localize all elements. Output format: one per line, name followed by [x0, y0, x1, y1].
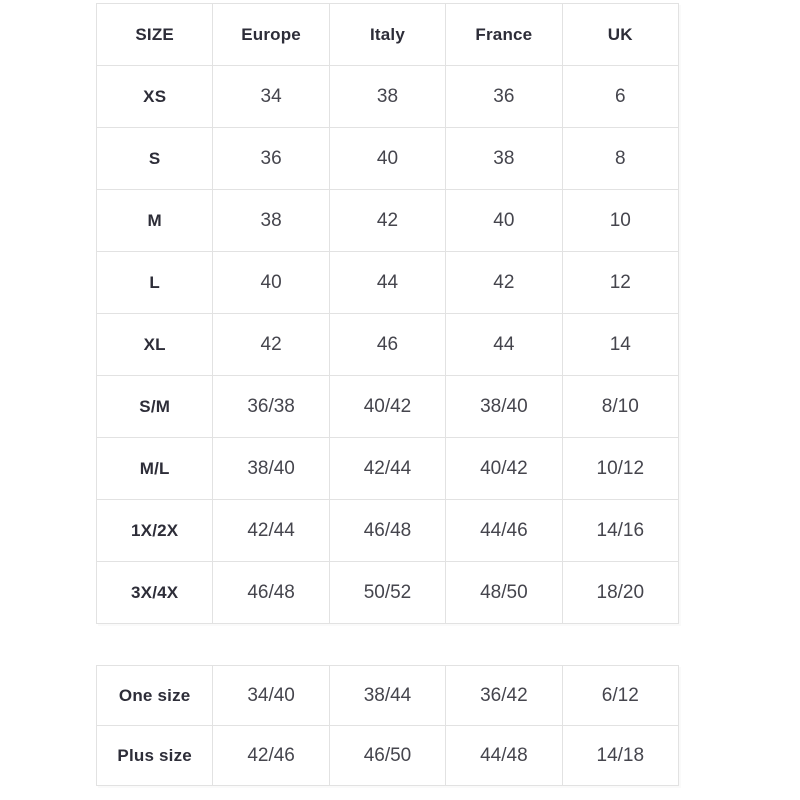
size-label-cell: S [95, 127, 214, 190]
special-size-value-cell: 44/48 [445, 725, 563, 786]
size-value-cell: 40 [445, 189, 563, 252]
special-size-value-cell: 42/46 [212, 725, 330, 786]
size-value-cell: 46/48 [212, 561, 330, 624]
size-label-cell: 1X/2X [95, 499, 214, 562]
column-header-italy: Italy [328, 3, 447, 66]
special-size-value-cell: 34/40 [212, 665, 330, 726]
size-value-cell: 14 [561, 313, 680, 376]
size-conversion-table: SIZE Europe Italy France UK XS 34 38 36 6 S 36 40 38… [95, 3, 680, 624]
size-row: L 40 44 42 12 [95, 251, 680, 314]
column-header-france: France [445, 3, 563, 66]
size-value-cell: 8/10 [561, 375, 680, 438]
size-value-cell: 40 [328, 127, 447, 190]
size-label-cell: M [95, 189, 214, 252]
size-value-cell: 42/44 [212, 499, 330, 562]
size-label-cell: S/M [95, 375, 214, 438]
size-row: S 36 40 38 8 [95, 127, 680, 190]
column-header-uk: UK [561, 3, 680, 66]
size-label-cell: L [95, 251, 214, 314]
header-row: SIZE Europe Italy France UK [95, 3, 680, 66]
size-value-cell: 44 [445, 313, 563, 376]
special-size-value-cell: 46/50 [328, 725, 447, 786]
special-size-value-cell: 36/42 [445, 665, 563, 726]
size-value-cell: 34 [212, 65, 330, 128]
size-value-cell: 38/40 [212, 437, 330, 500]
special-size-value-cell: 14/18 [561, 725, 680, 786]
size-value-cell: 46/48 [328, 499, 447, 562]
size-label-cell: 3X/4X [95, 561, 214, 624]
size-value-cell: 40/42 [328, 375, 447, 438]
size-value-cell: 48/50 [445, 561, 563, 624]
size-value-cell: 42 [445, 251, 563, 314]
special-sizes-table: One size 34/40 38/44 36/42 6/12 Plus size 42/4… [95, 665, 680, 786]
size-table-body: XS 34 38 36 6 S 36 40 38 8 M 38 42 40 10 L 40 44 42 12 XL 42 4… [95, 65, 680, 624]
size-value-cell: 38 [328, 65, 447, 128]
size-value-cell: 10 [561, 189, 680, 252]
size-table-header: SIZE Europe Italy France UK [95, 3, 680, 66]
size-row: 3X/4X 46/48 50/52 48/50 18/20 [95, 561, 680, 624]
size-label-cell: XL [95, 313, 214, 376]
size-row: M 38 42 40 10 [95, 189, 680, 252]
size-value-cell: 14/16 [561, 499, 680, 562]
size-row: S/M 36/38 40/42 38/40 8/10 [95, 375, 680, 438]
size-value-cell: 46 [328, 313, 447, 376]
size-row: XS 34 38 36 6 [95, 65, 680, 128]
size-value-cell: 38 [445, 127, 563, 190]
special-size-value-cell: 6/12 [561, 665, 680, 726]
size-row: XL 42 46 44 14 [95, 313, 680, 376]
size-value-cell: 8 [561, 127, 680, 190]
size-label-cell: M/L [95, 437, 214, 500]
special-size-row: One size 34/40 38/44 36/42 6/12 [95, 665, 680, 726]
special-sizes-body: One size 34/40 38/44 36/42 6/12 Plus size 42/4… [95, 665, 680, 786]
size-label-cell: XS [95, 65, 214, 128]
size-row: M/L 38/40 42/44 40/42 10/12 [95, 437, 680, 500]
size-value-cell: 42 [328, 189, 447, 252]
size-value-cell: 36 [445, 65, 563, 128]
size-value-cell: 10/12 [561, 437, 680, 500]
special-size-label-cell: Plus size [95, 725, 214, 786]
size-value-cell: 6 [561, 65, 680, 128]
special-size-value-cell: 38/44 [328, 665, 447, 726]
size-value-cell: 42 [212, 313, 330, 376]
size-row: 1X/2X 42/44 46/48 44/46 14/16 [95, 499, 680, 562]
size-value-cell: 44/46 [445, 499, 563, 562]
column-header-size: SIZE [95, 3, 214, 66]
size-value-cell: 18/20 [561, 561, 680, 624]
size-value-cell: 36/38 [212, 375, 330, 438]
size-value-cell: 50/52 [328, 561, 447, 624]
size-value-cell: 40 [212, 251, 330, 314]
size-value-cell: 44 [328, 251, 447, 314]
special-size-label-cell: One size [95, 665, 214, 726]
size-value-cell: 38 [212, 189, 330, 252]
size-value-cell: 40/42 [445, 437, 563, 500]
size-value-cell: 42/44 [328, 437, 447, 500]
size-value-cell: 12 [561, 251, 680, 314]
column-header-europe: Europe [212, 3, 330, 66]
size-value-cell: 36 [212, 127, 330, 190]
special-size-row: Plus size 42/46 46/50 44/48 14/18 [95, 725, 680, 786]
size-value-cell: 38/40 [445, 375, 563, 438]
